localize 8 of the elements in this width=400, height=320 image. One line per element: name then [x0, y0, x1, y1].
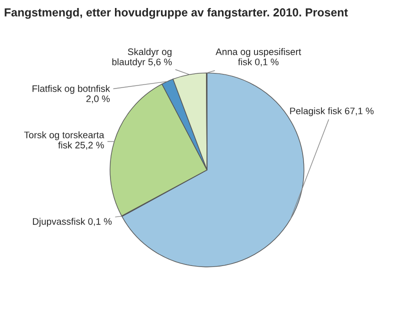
chart-title: Fangstmengd, etter hovudgruppe av fangstarter. 2010. Prosent [4, 8, 348, 19]
slice-label: Djupvassfisk 0,1 % [32, 218, 112, 227]
slice-label: Skaldyr og blautdyr 5,6 % [112, 48, 172, 68]
slice-label: Anna og uspesifisert fisk 0,1 % [216, 48, 302, 66]
data-label: 2,0 % [86, 95, 110, 104]
slice-label: Pelagisk fisk 67,1 % [290, 107, 374, 116]
slice-label: Torsk og torskearta fisk 25,2 % [24, 131, 104, 150]
slice-label: Flatfisk og botnfisk [32, 85, 110, 94]
